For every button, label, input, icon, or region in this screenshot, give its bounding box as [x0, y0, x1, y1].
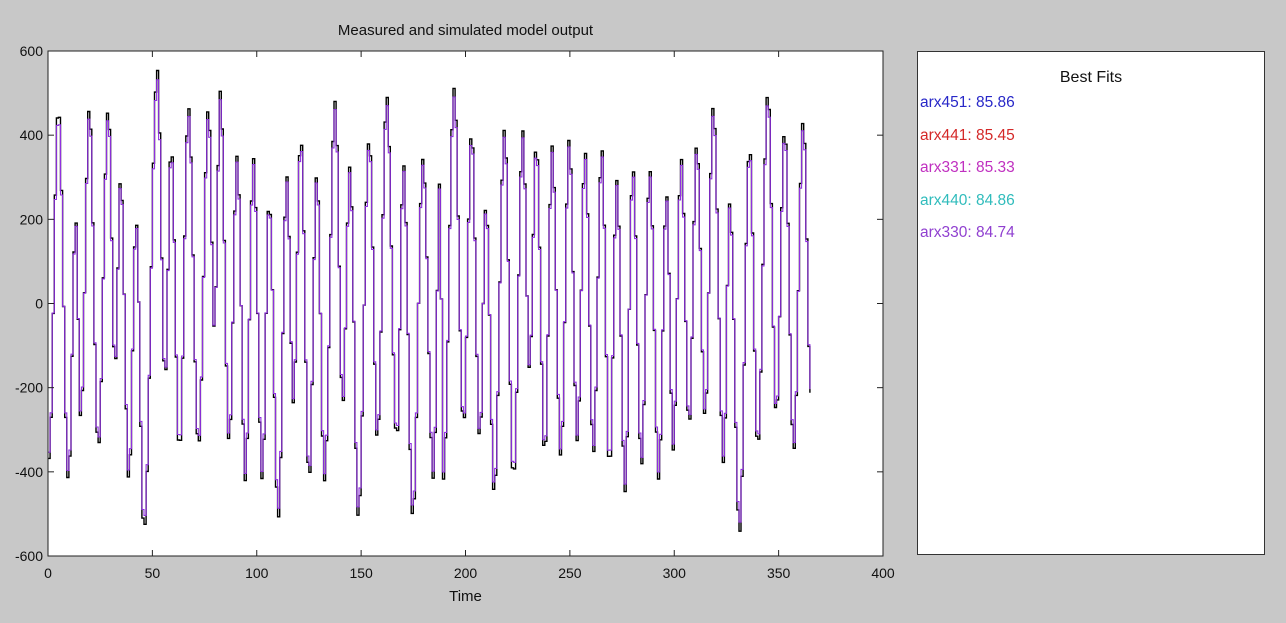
plot-area	[48, 51, 883, 556]
model-output-plot: 0 50 100 150 200 250 300 350 400 -600 -400 -200 0 200…	[15, 43, 895, 605]
y-tick-label: 0	[35, 296, 43, 312]
chart-title: Measured and simulated model output	[337, 22, 594, 39]
fit-item-arx441[interactable]: arx441: 85.45	[920, 126, 1015, 144]
x-tick-label: 200	[454, 565, 478, 581]
x-tick-label: 400	[871, 565, 895, 581]
y-tick-label: -600	[15, 548, 43, 564]
simulated-output-line	[48, 79, 811, 523]
x-tick-label: 0	[44, 565, 52, 581]
fit-item-arx451[interactable]: arx451: 85.86	[920, 94, 1015, 111]
x-tick-label: 250	[558, 565, 582, 581]
x-tick-label: 300	[663, 565, 687, 581]
y-tick-label: 200	[20, 211, 44, 227]
fit-item-arx440[interactable]: arx440: 84.86	[920, 191, 1015, 209]
fit-item-arx330[interactable]: arx330: 84.74	[920, 224, 1015, 241]
x-tick-label: 350	[767, 565, 791, 581]
y-tick-label: -400	[15, 464, 43, 480]
x-axis-label: Time	[449, 588, 482, 605]
best-fits-title: Best Fits	[1059, 69, 1123, 86]
x-tick-label: 100	[245, 565, 269, 581]
x-tick-label: 150	[349, 565, 373, 581]
best-fits-panel: Best Fits arx451: 85.86 arx441: 85.45 ar…	[917, 51, 1265, 555]
fit-item-arx331[interactable]: arx331: 85.33	[920, 159, 1015, 176]
y-tick-label: 400	[20, 127, 44, 143]
y-tick-label: -200	[15, 380, 43, 396]
y-tick-label: 600	[20, 43, 44, 59]
x-tick-label: 50	[145, 565, 161, 581]
